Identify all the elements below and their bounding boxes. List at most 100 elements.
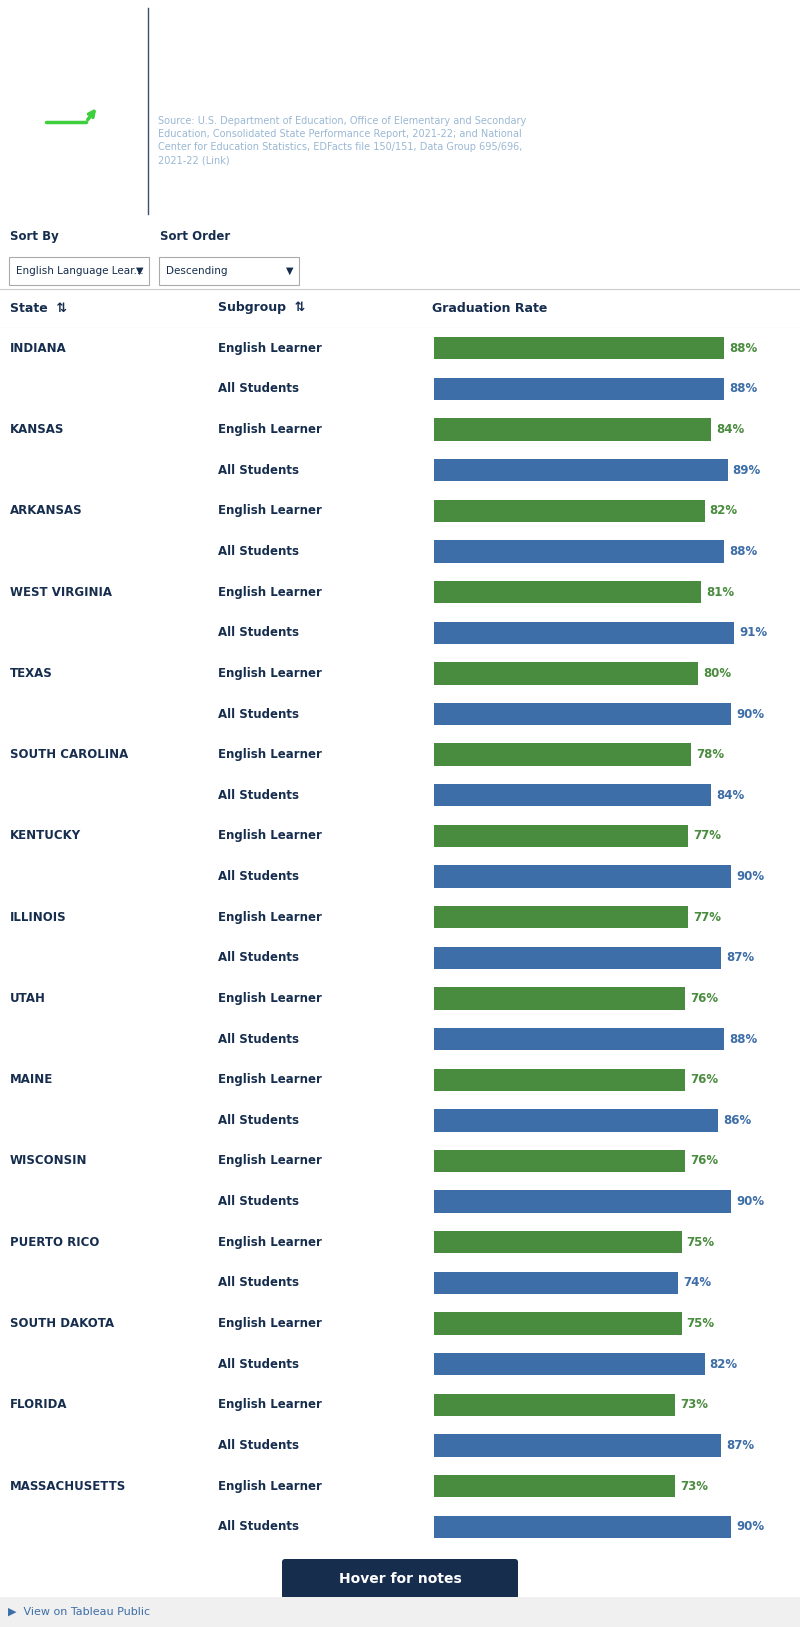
Text: 76%: 76% (690, 1074, 718, 1087)
Text: FLORIDA: FLORIDA (10, 1398, 67, 1411)
Text: English Learner: English Learner (218, 1316, 322, 1329)
Text: Average Four-Year Adjusted Cohort Graduation Rates (ACGR)
SY 2021-2022 for All S: Average Four-Year Adjusted Cohort Gradua… (158, 62, 516, 111)
Text: All Students: All Students (218, 382, 299, 395)
Text: 90%: 90% (736, 1196, 764, 1209)
Bar (434, 337, 725, 360)
Text: Graduation Rate: Graduation Rate (432, 301, 547, 314)
Text: English Learner: English Learner (218, 1479, 322, 1492)
Text: 87%: 87% (726, 952, 754, 965)
Text: 89%: 89% (733, 464, 761, 477)
Bar (434, 1150, 685, 1171)
Bar (434, 581, 702, 604)
Text: 84%: 84% (716, 423, 745, 436)
Text: All Students: All Students (218, 545, 299, 558)
Text: 81%: 81% (706, 586, 734, 599)
Bar (434, 988, 685, 1010)
Text: All Students: All Students (218, 708, 299, 721)
Text: UTAH: UTAH (10, 992, 46, 1005)
Text: 87%: 87% (726, 1438, 754, 1451)
Text: English Learner: English Learner (218, 911, 322, 924)
Bar (434, 703, 731, 726)
Text: Source: U.S. Department of Education, Office of Elementary and Secondary
Educati: Source: U.S. Department of Education, Of… (158, 116, 526, 166)
Bar (0, 1598, 800, 1627)
Text: 86%: 86% (723, 1114, 751, 1128)
Text: 76%: 76% (690, 1155, 718, 1168)
Text: 88%: 88% (730, 1033, 758, 1046)
Text: English Learner: English Learner (218, 1074, 322, 1087)
FancyBboxPatch shape (9, 257, 149, 285)
Bar (434, 418, 711, 441)
Bar (434, 1394, 675, 1415)
Text: 75%: 75% (686, 1316, 714, 1329)
Bar (434, 1476, 675, 1497)
Bar (434, 1313, 682, 1334)
Text: All Students: All Students (218, 1114, 299, 1128)
Text: 88%: 88% (730, 382, 758, 395)
Bar (434, 825, 688, 848)
Text: 90%: 90% (736, 708, 764, 721)
Bar (434, 1435, 721, 1456)
Text: WEST VIRGINIA: WEST VIRGINIA (10, 586, 112, 599)
Text: SOUTH DAKOTA: SOUTH DAKOTA (10, 1316, 114, 1329)
Text: All Students: All Students (218, 1438, 299, 1451)
Text: English Language Lear...: English Language Lear... (16, 265, 144, 277)
Text: WISCONSIN: WISCONSIN (10, 1155, 87, 1168)
Text: English Learner: English Learner (218, 748, 322, 761)
Text: 82%: 82% (710, 1357, 738, 1370)
Text: All Students: All Students (218, 870, 299, 883)
Text: 88%: 88% (730, 342, 758, 355)
Text: MASSACHUSETTS: MASSACHUSETTS (10, 1479, 126, 1492)
Bar (38, 122, 54, 150)
Text: 73%: 73% (680, 1398, 708, 1411)
Bar (434, 1069, 685, 1090)
Bar (434, 744, 691, 766)
Text: 73%: 73% (680, 1479, 708, 1492)
Text: All Students: All Students (218, 464, 299, 477)
Text: 74%: 74% (683, 1277, 711, 1289)
Bar (78, 122, 94, 181)
Bar (434, 499, 705, 522)
FancyBboxPatch shape (282, 1559, 518, 1599)
Text: 76%: 76% (690, 992, 718, 1005)
Text: 78%: 78% (697, 748, 725, 761)
Bar (434, 662, 698, 685)
Text: BAR: BAR (47, 174, 101, 198)
Text: 77%: 77% (693, 830, 721, 843)
Text: Sort By: Sort By (10, 229, 58, 242)
Text: 90%: 90% (736, 1520, 764, 1533)
Text: 90%: 90% (736, 870, 764, 883)
Text: Language Learners SY 2021-2022: Language Learners SY 2021-2022 (158, 34, 554, 54)
Text: English Learner: English Learner (218, 1237, 322, 1250)
Text: Subgroup  ⇅: Subgroup ⇅ (218, 301, 306, 314)
Text: PUERTO RICO: PUERTO RICO (10, 1237, 99, 1250)
Text: 75%: 75% (686, 1237, 714, 1250)
Bar (434, 784, 711, 807)
Bar (58, 122, 74, 164)
Text: 91%: 91% (739, 626, 767, 639)
Text: 82%: 82% (710, 504, 738, 517)
Text: ▼: ▼ (136, 265, 144, 277)
Text: Hover for notes: Hover for notes (338, 1572, 462, 1586)
Bar (434, 540, 725, 563)
Text: All Students: All Students (218, 626, 299, 639)
Bar (434, 1110, 718, 1131)
Bar (434, 622, 734, 644)
Text: All Students: All Students (218, 952, 299, 965)
Text: Descending: Descending (166, 265, 227, 277)
Bar (434, 1354, 705, 1375)
Text: ▼: ▼ (286, 265, 294, 277)
Text: English Learner: English Learner (218, 667, 322, 680)
Text: KANSAS: KANSAS (10, 423, 64, 436)
Text: INDIANA: INDIANA (10, 342, 66, 355)
Text: All Students: All Students (218, 1277, 299, 1289)
Text: English Learner: English Learner (218, 1155, 322, 1168)
Text: All Students: All Students (218, 1196, 299, 1209)
Bar (434, 377, 725, 400)
Text: English Learner: English Learner (218, 423, 322, 436)
Text: 84%: 84% (716, 789, 745, 802)
Text: 88%: 88% (730, 545, 758, 558)
Bar (434, 1232, 682, 1253)
Bar (434, 947, 721, 970)
Text: State  ⇅: State ⇅ (10, 301, 67, 314)
Text: 80%: 80% (703, 667, 731, 680)
